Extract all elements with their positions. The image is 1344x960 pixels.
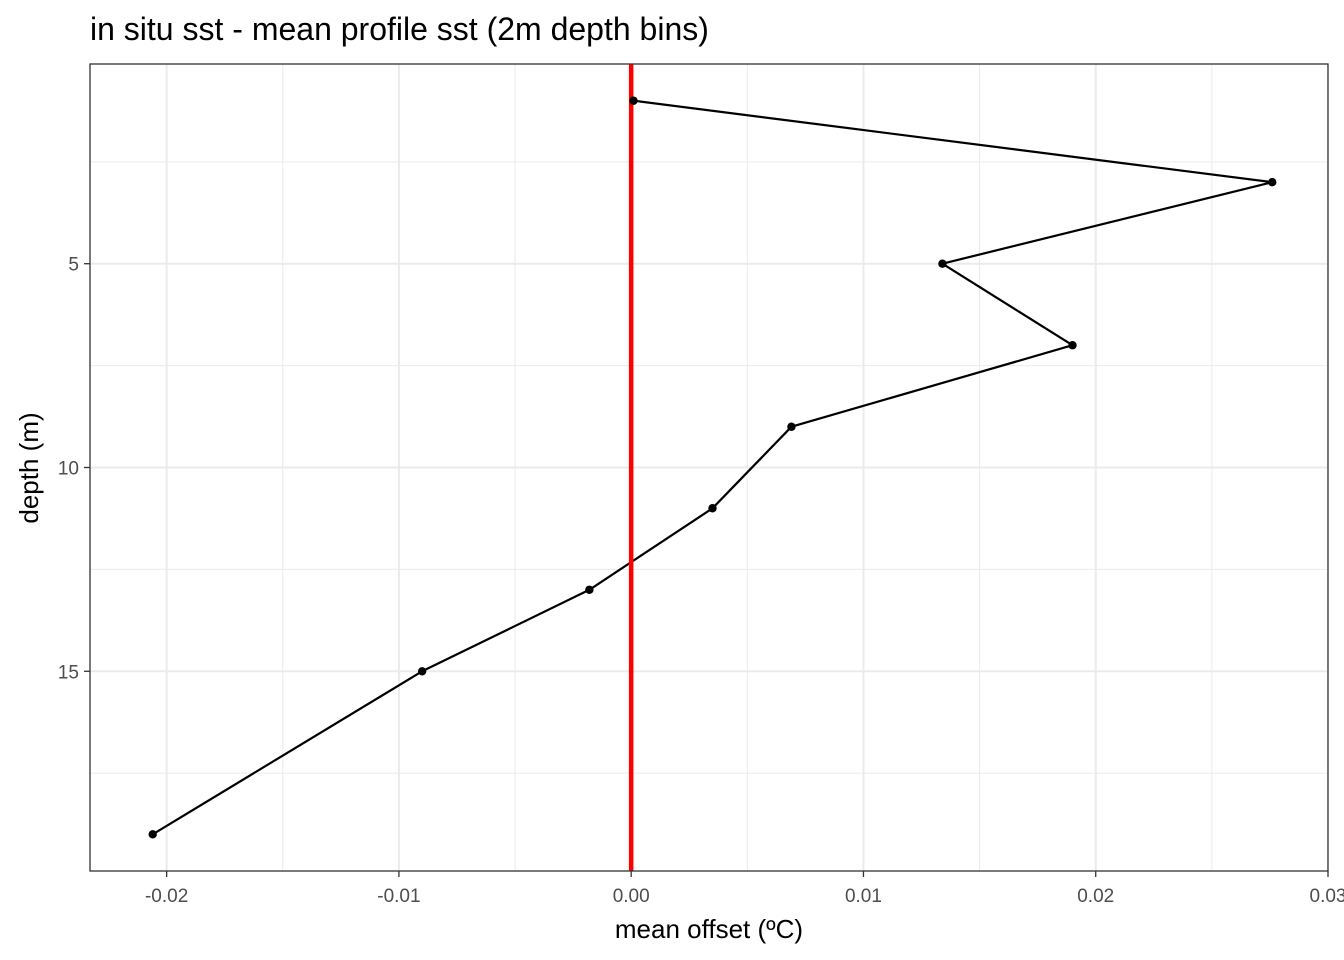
x-tick-label: 0.00 [613, 886, 650, 907]
data-point [1068, 341, 1077, 350]
x-axis-title: mean offset (ºC) [615, 914, 803, 944]
data-point [148, 830, 157, 839]
gridlines [90, 64, 1328, 871]
x-tick-label: -0.01 [377, 886, 420, 907]
data-point [629, 96, 638, 105]
data-point [708, 504, 717, 513]
data-point [417, 667, 427, 676]
x-tick-label: 0.01 [845, 886, 882, 907]
data-point [585, 585, 594, 594]
y-tick-label: 10 [58, 459, 79, 480]
chart-title: in situ sst - mean profile sst (2m depth… [90, 11, 709, 47]
y-tick-label: 15 [58, 662, 79, 683]
x-tick-label: 0.03 [1310, 886, 1344, 907]
data-point [938, 259, 947, 268]
data-point [787, 422, 796, 431]
y-tick-label: 5 [68, 255, 79, 276]
x-tick-label: 0.02 [1077, 886, 1114, 907]
y-axis-title: depth (m) [14, 412, 44, 523]
y-axis: 5 10 15 [58, 255, 90, 683]
x-axis: -0.02 -0.01 0.00 0.01 0.02 0.03 [145, 871, 1344, 907]
data-point [1268, 177, 1277, 187]
data-layer [148, 64, 1277, 871]
x-tick-label: -0.02 [145, 886, 188, 907]
plot-panel [89, 63, 1329, 872]
